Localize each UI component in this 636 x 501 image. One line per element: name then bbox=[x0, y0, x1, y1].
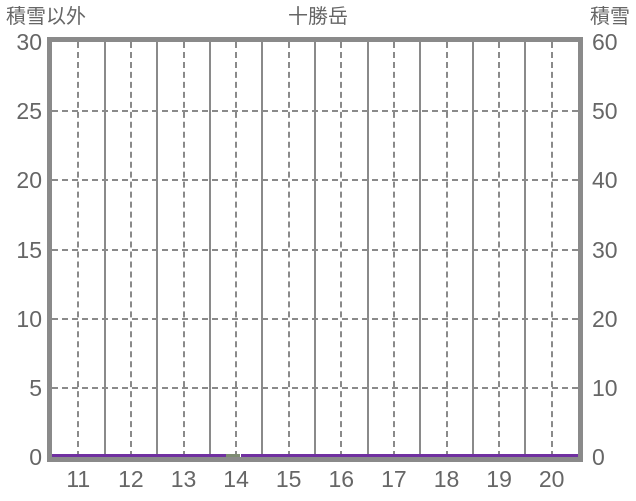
left-axis-tick-label: 10 bbox=[16, 305, 42, 332]
x-axis-tick-label: 16 bbox=[328, 466, 355, 492]
right-axis-tick-label: 20 bbox=[592, 305, 618, 332]
chart-title: 十勝岳 bbox=[288, 6, 348, 28]
left-axis-tick-label: 30 bbox=[16, 29, 42, 55]
gridline-horizontal-dashed bbox=[52, 110, 578, 113]
left-axis-title: 積雪以外 bbox=[6, 6, 86, 28]
left-axis-tick-mark bbox=[52, 386, 58, 389]
left-axis-tick-mark bbox=[52, 317, 58, 320]
left-axis-tick-label: 20 bbox=[16, 167, 42, 194]
right-axis-tick-label: 40 bbox=[592, 167, 618, 194]
right-axis-tick-label: 0 bbox=[592, 444, 605, 470]
right-axis-tick-label: 50 bbox=[592, 98, 618, 125]
left-axis-tick-label: 15 bbox=[16, 236, 42, 263]
x-axis-tick-label: 12 bbox=[118, 466, 144, 492]
right-axis-tick-mark bbox=[572, 317, 578, 320]
gridline-horizontal-dashed bbox=[52, 317, 578, 320]
left-axis-tick-label: 25 bbox=[16, 98, 42, 125]
series-line-green-segment bbox=[226, 454, 241, 457]
x-axis-tick-label: 15 bbox=[275, 466, 302, 492]
plot-grid bbox=[52, 42, 578, 457]
gridline-horizontal-dashed bbox=[52, 386, 578, 389]
gridline-horizontal-dashed bbox=[52, 248, 578, 251]
gridline-horizontal-dashed bbox=[52, 179, 578, 182]
plot-area bbox=[47, 37, 583, 462]
x-axis-tick-label: 17 bbox=[381, 466, 407, 492]
right-axis-tick-label: 10 bbox=[592, 374, 618, 401]
x-axis-tick-label: 18 bbox=[433, 466, 460, 492]
x-axis-tick-label: 14 bbox=[223, 466, 249, 492]
x-axis-tick-label: 13 bbox=[170, 466, 197, 492]
left-axis-tick-label: 5 bbox=[29, 374, 42, 401]
right-axis-tick-mark bbox=[572, 386, 578, 389]
right-axis-title: 積雪 bbox=[590, 6, 630, 28]
x-axis-tick-label: 19 bbox=[486, 466, 512, 492]
x-axis-tick-label: 11 bbox=[66, 466, 91, 492]
right-axis-tick-mark bbox=[572, 110, 578, 113]
right-axis-tick-label: 30 bbox=[592, 236, 618, 263]
right-axis-tick-label: 60 bbox=[592, 29, 618, 55]
series-line-purple-line bbox=[52, 454, 226, 457]
left-axis-tick-mark bbox=[52, 248, 58, 251]
right-axis-tick-mark bbox=[572, 179, 578, 182]
left-axis-tick-label: 0 bbox=[29, 444, 42, 470]
series-line-purple-line bbox=[241, 454, 578, 457]
x-axis-tick-label: 20 bbox=[538, 466, 565, 492]
left-axis-tick-mark bbox=[52, 179, 58, 182]
left-axis-tick-mark bbox=[52, 110, 58, 113]
right-axis-tick-mark bbox=[572, 248, 578, 251]
